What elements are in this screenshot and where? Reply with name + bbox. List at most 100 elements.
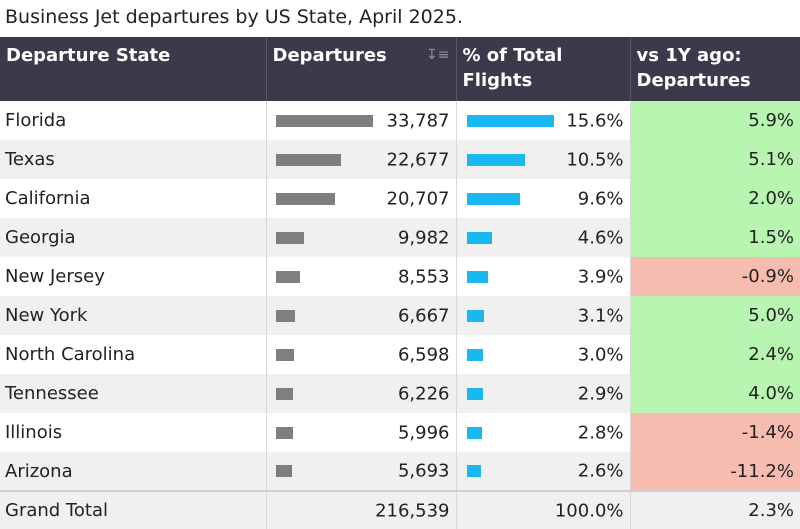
departures-value: 6,667 [397, 305, 450, 326]
departures-cell: 6,598 [266, 335, 457, 374]
departures-value: 9,982 [397, 227, 450, 248]
pct-bar [466, 153, 526, 166]
yoy-value: 4.0% [630, 374, 800, 413]
state-name: Tennessee [0, 374, 267, 413]
table-row[interactable]: Texas 22,677 10.5% 5.1% [0, 140, 800, 179]
departures-bar [275, 231, 305, 244]
pct-cell: 2.8% [456, 413, 631, 452]
pct-value: 3.9% [577, 266, 624, 287]
state-name: Illinois [0, 413, 267, 452]
total-yoy-value: 2.3% [630, 490, 800, 529]
yoy-value: 5.0% [630, 296, 800, 335]
departures-cell: 6,226 [266, 374, 457, 413]
header-departures[interactable]: Departures ↧≡ [266, 37, 457, 101]
header-yoy[interactable]: vs 1Y ago: Departures [636, 45, 751, 91]
pct-value: 3.1% [577, 305, 624, 326]
table-body: Florida 33,787 15.6% 5.9% Texas 22,677 10.5% 5.… [0, 101, 800, 491]
yoy-value: 1.5% [630, 218, 800, 257]
pct-value: 15.6% [566, 110, 624, 131]
table-row[interactable]: New Jersey 8,553 3.9% -0.9% [0, 257, 800, 296]
state-name: California [0, 179, 267, 218]
header-row: Departure State Departures ↧≡ % of Total… [0, 37, 800, 101]
pct-cell: 2.6% [456, 452, 631, 491]
departures-value: 33,787 [386, 110, 450, 131]
departures-value: 6,226 [397, 383, 450, 404]
table-row[interactable]: North Carolina 6,598 3.0% 2.4% [0, 335, 800, 374]
pct-cell: 10.5% [456, 140, 631, 179]
pct-bar [466, 348, 484, 361]
yoy-value: 2.0% [630, 179, 800, 218]
departures-value: 5,996 [397, 422, 450, 443]
table-row[interactable]: Illinois 5,996 2.8% -1.4% [0, 413, 800, 452]
departures-cell: 33,787 [266, 101, 457, 140]
pct-cell: 3.9% [456, 257, 631, 296]
departures-value: 5,693 [397, 460, 450, 482]
pct-value: 2.6% [577, 460, 624, 482]
departures-bar [275, 270, 301, 283]
pct-bar [466, 192, 521, 205]
yoy-value: 5.1% [630, 140, 800, 179]
state-name: New Jersey [0, 257, 267, 296]
table-row[interactable]: Tennessee 6,226 2.9% 4.0% [0, 374, 800, 413]
grand-total-row: Grand Total 216,539 100.0% 2.3% [0, 490, 800, 529]
state-name: Arizona [0, 452, 267, 491]
table-row[interactable]: Georgia 9,982 4.6% 1.5% [0, 218, 800, 257]
table-row[interactable]: Arizona 5,693 2.6% -11.2% [0, 452, 800, 491]
departures-value: 6,598 [397, 344, 450, 365]
departures-cell: 9,982 [266, 218, 457, 257]
yoy-value: -1.4% [630, 413, 800, 452]
departures-bar [275, 348, 295, 361]
pct-value: 10.5% [566, 149, 624, 170]
pct-cell: 3.0% [456, 335, 631, 374]
pct-cell: 15.6% [456, 101, 631, 140]
total-pct-cell: 100.0% [456, 490, 631, 529]
total-pct-value: 100.0% [554, 500, 624, 521]
pct-value: 9.6% [577, 188, 624, 209]
departures-cell: 22,677 [266, 140, 457, 179]
yoy-value: 2.4% [630, 335, 800, 374]
pct-bar [466, 465, 481, 477]
table-row[interactable]: Florida 33,787 15.6% 5.9% [0, 101, 800, 140]
pct-value: 2.8% [577, 422, 624, 443]
total-state: Grand Total [0, 490, 267, 529]
yoy-value: -11.2% [630, 452, 800, 491]
pct-cell: 2.9% [456, 374, 631, 413]
header-departures-label: Departures [272, 45, 387, 66]
departures-bar [275, 465, 292, 477]
departures-bar [275, 114, 373, 127]
pct-bar [466, 114, 554, 127]
table-row[interactable]: California 20,707 9.6% 2.0% [0, 179, 800, 218]
total-departures-cell: 216,539 [266, 490, 457, 529]
departures-cell: 5,693 [266, 452, 457, 491]
pct-bar [466, 270, 489, 283]
pct-bar [466, 387, 483, 400]
state-name: Florida [0, 101, 267, 140]
state-name: New York [0, 296, 267, 335]
departures-bar [275, 387, 294, 400]
departures-value: 22,677 [386, 149, 450, 170]
header-state[interactable]: Departure State [0, 37, 267, 101]
departures-cell: 6,667 [266, 296, 457, 335]
header-pct[interactable]: % of Total Flights [456, 37, 631, 101]
departures-value: 8,553 [397, 266, 450, 287]
pct-value: 3.0% [577, 344, 624, 365]
departures-cell: 5,996 [266, 413, 457, 452]
pct-cell: 4.6% [456, 218, 631, 257]
pct-bar [466, 309, 484, 322]
sort-icon[interactable]: ↧≡ [426, 47, 450, 63]
departures-value: 20,707 [386, 188, 450, 209]
departures-cell: 20,707 [266, 179, 457, 218]
departures-cell: 8,553 [266, 257, 457, 296]
table-row[interactable]: New York 6,667 3.1% 5.0% [0, 296, 800, 335]
state-name: Georgia [0, 218, 267, 257]
state-name: North Carolina [0, 335, 267, 374]
yoy-value: -0.9% [630, 257, 800, 296]
chart-title: Business Jet departures by US State, Apr… [5, 6, 463, 28]
pct-value: 4.6% [577, 227, 624, 248]
departures-bar [275, 153, 341, 166]
pct-value: 2.9% [577, 383, 624, 404]
state-name: Texas [0, 140, 267, 179]
departures-bar [275, 309, 295, 322]
pct-bar [466, 231, 493, 244]
yoy-value: 5.9% [630, 101, 800, 140]
